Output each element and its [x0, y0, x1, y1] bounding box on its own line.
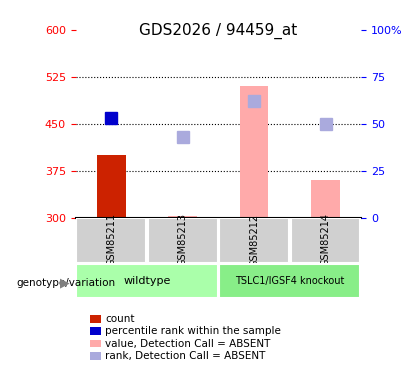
Text: GSM85214: GSM85214 — [320, 213, 331, 267]
Text: GSM85211: GSM85211 — [106, 213, 116, 267]
Text: value, Detection Call = ABSENT: value, Detection Call = ABSENT — [105, 339, 270, 348]
Text: GSM85213: GSM85213 — [178, 213, 188, 267]
FancyBboxPatch shape — [219, 217, 289, 262]
FancyBboxPatch shape — [219, 264, 360, 298]
Text: GSM85212: GSM85212 — [249, 213, 259, 267]
Text: ▶: ▶ — [60, 277, 69, 290]
Text: rank, Detection Call = ABSENT: rank, Detection Call = ABSENT — [105, 351, 265, 361]
Text: wildtype: wildtype — [123, 276, 171, 286]
Text: genotype/variation: genotype/variation — [17, 278, 116, 288]
FancyBboxPatch shape — [76, 264, 218, 298]
Bar — [311, 180, 340, 218]
FancyBboxPatch shape — [76, 217, 146, 262]
Text: count: count — [105, 314, 134, 324]
Text: GDS2026 / 94459_at: GDS2026 / 94459_at — [139, 22, 297, 39]
Bar — [240, 86, 268, 218]
Text: TSLC1/IGSF4 knockout: TSLC1/IGSF4 knockout — [235, 276, 344, 286]
FancyBboxPatch shape — [148, 217, 218, 262]
Bar — [97, 155, 126, 218]
Bar — [168, 216, 197, 217]
Text: percentile rank within the sample: percentile rank within the sample — [105, 326, 281, 336]
FancyBboxPatch shape — [291, 217, 360, 262]
